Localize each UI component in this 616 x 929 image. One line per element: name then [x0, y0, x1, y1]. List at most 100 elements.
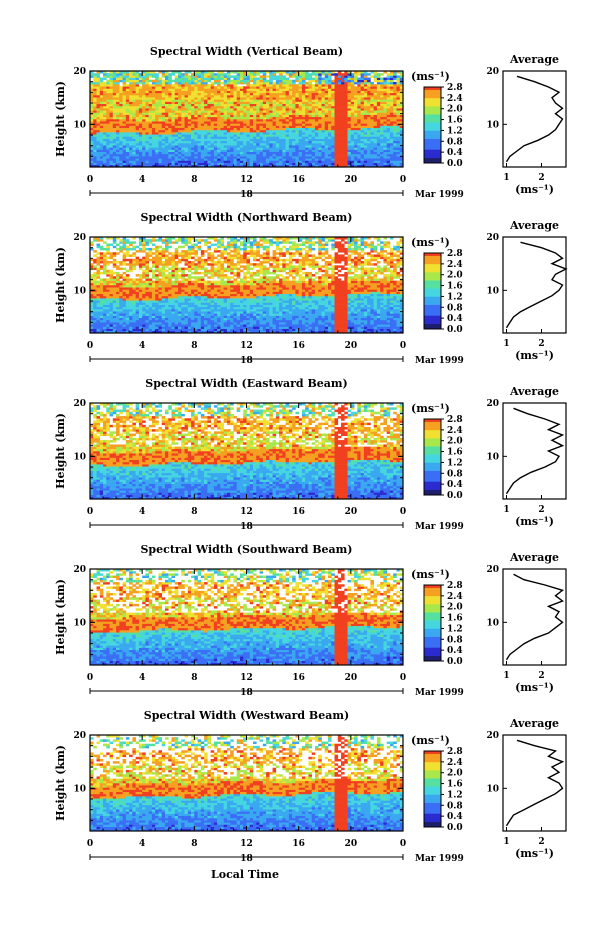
colorbar-bin — [424, 459, 441, 463]
panel-2: Spectral Width (Eastward Beam)1020Height… — [54, 377, 567, 532]
colorbar-bin — [424, 320, 441, 324]
average-y-tick-label: 20 — [486, 67, 499, 77]
colorbar-bin — [424, 805, 441, 809]
colorbar-bin — [424, 157, 441, 161]
colorbar-tick-label: 1.6 — [447, 448, 463, 458]
x-tick-label: 0 — [87, 839, 93, 849]
colorbar-bin — [424, 794, 441, 798]
colorbar-bin — [424, 484, 441, 488]
colorbar-bin — [424, 625, 441, 629]
colorbar-bin — [424, 277, 441, 281]
heatmap-cells — [90, 237, 404, 334]
colorbar-bin — [424, 149, 441, 153]
average-title: Average — [509, 385, 559, 398]
x-tick-label: 8 — [191, 341, 197, 351]
colorbar-bin — [424, 751, 441, 755]
colorbar-tick-label: 2.4 — [447, 758, 463, 768]
colorbar-bin — [424, 764, 441, 768]
colorbar-bin — [424, 644, 441, 648]
colorbar-bin — [424, 146, 441, 150]
colorbar-tick-label: 2.0 — [447, 271, 463, 281]
colorbar-bin — [424, 291, 441, 295]
colorbar-bin — [424, 598, 441, 602]
day-label: 18 — [240, 854, 253, 864]
y-tick-label: 10 — [73, 452, 86, 462]
colorbar-tick-label: 2.0 — [447, 105, 463, 115]
x-tick-label: 4 — [139, 175, 145, 185]
colorbar-bin — [424, 152, 441, 156]
panel-title: Spectral Width (Southward Beam) — [140, 543, 352, 556]
colorbar-label: (ms⁻¹) — [411, 402, 450, 415]
colorbar-bin — [424, 780, 441, 784]
colorbar-bin — [424, 614, 441, 618]
x-tick-label: 0 — [400, 507, 406, 517]
colorbar-bin — [424, 818, 441, 822]
average-y-tick-label: 10 — [486, 784, 499, 794]
colorbar-bin — [424, 282, 441, 286]
colorbar-bin — [424, 87, 441, 91]
colorbar-bin — [424, 658, 441, 662]
colorbar-bin — [424, 617, 441, 621]
x-tick-label: 8 — [191, 175, 197, 185]
colorbar-bin — [424, 274, 441, 278]
colorbar-bin — [424, 304, 441, 308]
x-tick-label: 4 — [139, 839, 145, 849]
colorbar-tick-label: 2.8 — [447, 581, 463, 591]
x-tick-label: 0 — [400, 839, 406, 849]
x-tick-label: 4 — [139, 673, 145, 683]
colorbar-bin — [424, 789, 441, 793]
colorbar-bin — [424, 318, 441, 322]
colorbar-tick-label: 0.4 — [447, 480, 463, 490]
colorbar-tick-label: 0.4 — [447, 646, 463, 656]
colorbar-tick-label: 1.2 — [447, 126, 463, 136]
date-label: Mar 1999 — [415, 522, 464, 532]
colorbar-bin — [424, 824, 441, 828]
colorbar-bin — [424, 122, 441, 126]
colorbar-tick-label: 2.4 — [447, 260, 463, 270]
colorbar-bin — [424, 601, 441, 605]
day-label: 18 — [240, 688, 253, 698]
colorbar-tick-label: 0.0 — [447, 657, 463, 667]
colorbar-tick-label: 1.2 — [447, 458, 463, 468]
average-title: Average — [509, 53, 559, 66]
colorbar-bin — [424, 429, 441, 433]
colorbar-bin — [424, 478, 441, 482]
colorbar-bin — [424, 255, 441, 259]
colorbar-bin — [424, 315, 441, 319]
colorbar-bin — [424, 756, 441, 760]
colorbar-bin — [424, 465, 441, 469]
colorbar-frame — [423, 584, 442, 662]
average-x-tick-label: 1 — [503, 671, 509, 681]
colorbar-tick-label: 2.4 — [447, 426, 463, 436]
colorbar-label: (ms⁻¹) — [411, 236, 450, 249]
colorbar-bin — [424, 791, 441, 795]
y-tick-label: 20 — [73, 233, 86, 243]
colorbar-bin — [424, 647, 441, 651]
colorbar-bin — [424, 481, 441, 485]
colorbar-bin — [424, 639, 441, 643]
colorbar-tick-label: 0.0 — [447, 491, 463, 501]
colorbar-tick-label: 0.0 — [447, 823, 463, 833]
x-tick-label: 20 — [345, 507, 358, 517]
colorbar-bin — [424, 125, 441, 129]
average-y-tick-label: 10 — [486, 120, 499, 130]
colorbar-bin — [424, 310, 441, 314]
y-axis-title: Height (km) — [54, 413, 67, 489]
colorbar-bin — [424, 133, 441, 137]
colorbar-bin — [424, 440, 441, 444]
y-tick-label: 10 — [73, 286, 86, 296]
colorbar-bin — [424, 451, 441, 455]
average-title: Average — [509, 717, 559, 730]
colorbar-bin — [424, 288, 441, 292]
colorbar-bin — [424, 753, 441, 757]
colorbar-bin — [424, 778, 441, 782]
x-tick-label: 0 — [87, 341, 93, 351]
average-line — [505, 739, 565, 827]
y-tick-label: 10 — [73, 120, 86, 130]
x-tick-label: 20 — [345, 839, 358, 849]
colorbar-bin — [424, 470, 441, 474]
colorbar-bin — [424, 802, 441, 806]
y-tick-label: 20 — [73, 67, 86, 77]
colorbar-bin — [424, 293, 441, 297]
colorbar-bin — [424, 253, 441, 257]
